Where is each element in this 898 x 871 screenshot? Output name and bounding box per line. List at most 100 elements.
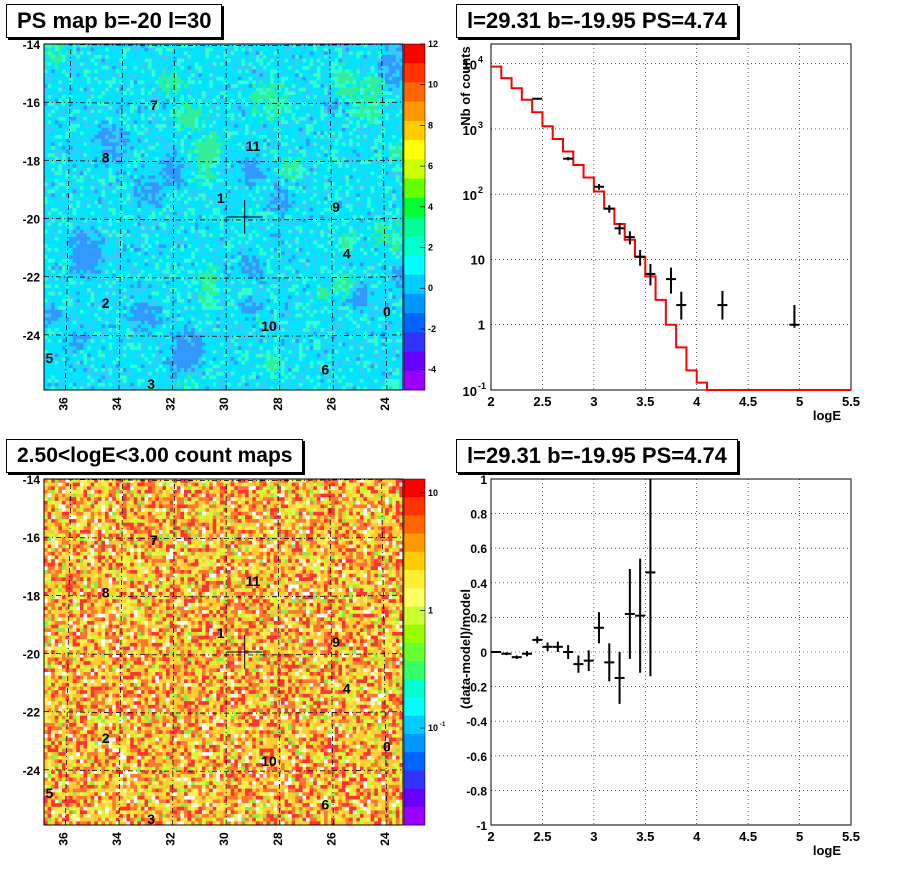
x-tick-label: 3.5 <box>636 394 654 409</box>
y-tick-label: 0.8 <box>470 508 487 522</box>
map-grid <box>43 478 404 826</box>
x-tick-label: 24 <box>378 397 392 411</box>
colorbar-tick-label: -4 <box>428 365 436 375</box>
grid-line-l <box>172 478 175 826</box>
x-tick-label: 4 <box>693 394 701 409</box>
spectrum-title: l=29.31 b=-19.95 PS=4.74 <box>456 4 738 38</box>
source-label: 10 <box>261 318 277 334</box>
source-label: 5 <box>45 785 53 801</box>
y-tick-label: -16 <box>23 96 41 110</box>
data-point <box>789 305 800 328</box>
data-point <box>604 205 615 213</box>
colorbar-tick-exponent: -1 <box>440 722 446 728</box>
y-tick-label: 10 <box>463 123 477 138</box>
grid-line-l <box>65 43 72 391</box>
y-tick-label: -18 <box>23 589 41 603</box>
grid-line-l <box>172 43 175 391</box>
residual-point <box>604 643 615 682</box>
x-axis-label: logE <box>813 843 841 858</box>
source-label: 6 <box>321 797 329 813</box>
residual-point <box>491 651 502 653</box>
x-tick-label: 2.5 <box>533 394 551 409</box>
source-label: 2 <box>102 295 110 311</box>
grid-line-l <box>277 43 281 391</box>
y-tick-label: -20 <box>23 647 41 661</box>
y-tick-label: -0.2 <box>466 681 487 695</box>
y-tick-label: 10 <box>463 384 477 399</box>
source-label: 9 <box>332 634 340 650</box>
residual-point <box>552 641 563 652</box>
y-axis-label: Nb of counts <box>458 46 473 125</box>
data-point <box>635 249 646 266</box>
source-label: 10 <box>261 753 277 769</box>
colorbar-tick-label: 8 <box>428 120 433 130</box>
source-label: 3 <box>147 376 155 392</box>
x-tick-label: 4 <box>693 829 701 844</box>
residual-point <box>501 652 512 656</box>
y-tick-label: 1 <box>480 473 487 487</box>
y-tick-exponent: -1 <box>478 381 486 391</box>
source-label: 4 <box>343 680 351 696</box>
y-tick-label: -24 <box>23 764 41 778</box>
data-point <box>563 157 574 161</box>
x-tick-label: 30 <box>217 397 231 411</box>
map-grid <box>43 43 404 391</box>
x-tick-label: 26 <box>324 832 338 846</box>
ps-map-panel: 36 34 32 30 28 26 24-14-16-18-20-22-2401234567… <box>23 38 438 411</box>
colorbar: 12 10 8 6 4 2 0 -2 -4 <box>403 39 438 391</box>
x-tick-label: 4.5 <box>739 394 757 409</box>
y-tick-label: 1 <box>478 318 485 333</box>
residual-point <box>563 645 574 659</box>
x-tick-label: 5 <box>796 829 803 844</box>
y-tick-label: -0.6 <box>466 750 487 764</box>
residual-point <box>624 568 635 659</box>
residual-point <box>573 655 584 673</box>
y-tick-label: -18 <box>23 154 41 168</box>
grid-line-l <box>381 43 388 391</box>
y-tick-label: -16 <box>23 531 41 545</box>
grid-line-l <box>118 478 124 826</box>
data-point <box>666 267 676 294</box>
x-tick-label: 4.5 <box>739 829 757 844</box>
colorbar-tick-label: 2 <box>428 243 433 253</box>
colorbar-tick-label: 10 <box>428 488 438 498</box>
y-tick-label: 10 <box>471 252 485 267</box>
x-tick-label: 26 <box>324 397 338 411</box>
y-tick-label: -14 <box>23 473 41 487</box>
x-tick-label: 28 <box>271 832 285 846</box>
residual-frame <box>490 478 852 826</box>
y-tick-label: 0 <box>480 646 487 660</box>
x-tick-label: 5 <box>796 394 803 409</box>
count-map-title: 2.50<logE<3.00 count maps <box>6 439 304 473</box>
residual-point <box>645 479 656 677</box>
data-point <box>594 184 604 190</box>
source-label: 1 <box>217 190 225 206</box>
y-tick-label: 10 <box>463 58 477 73</box>
residual-point <box>583 650 594 672</box>
data-point <box>614 223 625 235</box>
source-label: 2 <box>102 730 110 746</box>
y-tick-label: -22 <box>23 271 41 285</box>
y-tick-label: -0.4 <box>466 715 487 729</box>
x-tick-label: 5.5 <box>842 829 860 844</box>
y-tick-label: 0.6 <box>470 542 487 556</box>
x-tick-label: 2.5 <box>533 829 551 844</box>
x-tick-label: 34 <box>110 397 124 411</box>
grid-line-l <box>329 478 334 826</box>
residual-panel: 2 2.5 3 3.5 4 4.5 5 5.5 1 0.8 0.6 0.4 0.2 0 -0.2 -0.4 -0… <box>458 473 860 858</box>
x-tick-label: 2 <box>487 829 494 844</box>
colorbar-tick-label: 10 <box>428 723 438 733</box>
source-label: 3 <box>147 811 155 827</box>
x-tick-label: 34 <box>110 832 124 846</box>
data-point <box>624 231 635 245</box>
x-tick-label: 36 <box>56 832 70 846</box>
data-point <box>717 290 728 320</box>
residual-point <box>511 655 522 659</box>
x-tick-label: 5.5 <box>842 394 860 409</box>
x-tick-label: 3.5 <box>636 829 654 844</box>
x-tick-label: 28 <box>271 397 285 411</box>
y-tick-label: -14 <box>23 38 41 52</box>
x-tick-label: 2 <box>487 394 494 409</box>
source-label: 0 <box>383 738 391 754</box>
